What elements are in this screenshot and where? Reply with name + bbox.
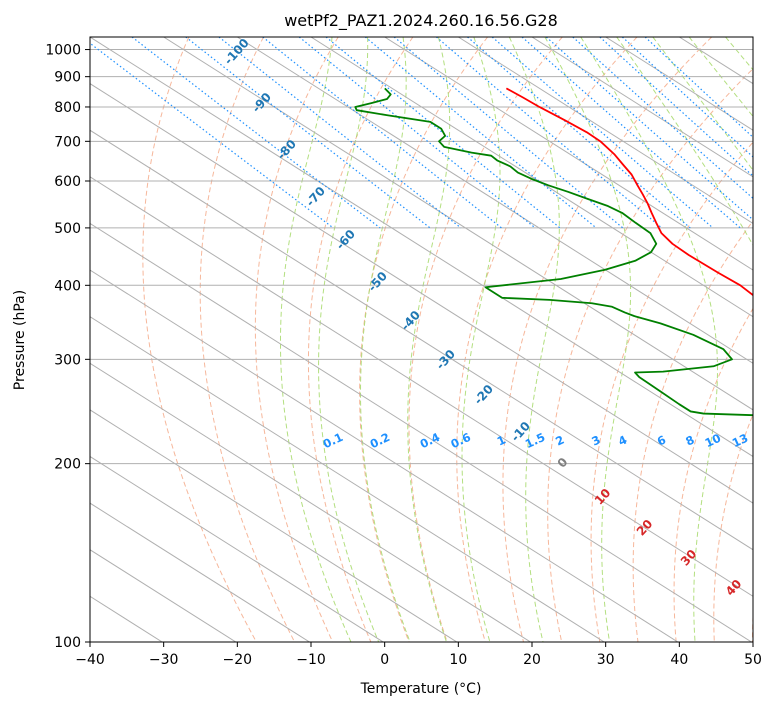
mixing-ratio-line (644, 37, 753, 139)
dry-adiabat-line (502, 37, 713, 642)
dry-adiabat-line (142, 37, 257, 642)
isotherm-line (90, 502, 310, 642)
mixing-ratio-line (491, 37, 714, 229)
isotherm-line (90, 455, 384, 642)
isotherm-line (531, 37, 753, 178)
isotherm-line (90, 129, 753, 551)
isotherm-line (90, 269, 679, 642)
isotherm-line (90, 316, 605, 642)
mixing-ratio-label: 10 (703, 431, 723, 450)
dry-adiabat-line (547, 68, 753, 642)
profiles (354, 87, 753, 417)
mixing-ratio-line (298, 37, 536, 229)
dry-adiabat-line (713, 413, 753, 642)
dry-adiabat-line (673, 307, 753, 642)
moist-adiabat-line (508, 37, 560, 642)
moist-adiabat-line (461, 37, 501, 642)
dry-adiabat-line (307, 37, 414, 642)
y-axis-title: Pressure (hPa) (12, 290, 28, 390)
mixing-ratio-lines (90, 37, 753, 229)
isotherms (90, 37, 753, 642)
axes: −40 −30 −20 −10 0 10 20 30 40 50 100 200 300 400 500 60… (45, 43, 762, 668)
chart-title: wetPf2_PAZ1.2024.260.16.56.G28 (284, 11, 558, 31)
dry-adiabat-line (408, 37, 563, 642)
y-tick-label: 600 (54, 174, 81, 190)
y-tick-label: 1000 (45, 43, 81, 59)
mixing-ratio-label: 16 (752, 431, 772, 450)
x-tick-label: −20 (223, 652, 253, 668)
x-tick-label: −10 (296, 652, 326, 668)
dry-adiabat-line (254, 37, 339, 642)
plot-frame (89, 36, 754, 643)
x-tick-label: 10 (449, 652, 467, 668)
isotherm-line (752, 37, 753, 38)
x-tick-label: 0 (380, 652, 389, 668)
moist-adiabat-line (580, 37, 718, 642)
y-tick-label: 100 (54, 635, 81, 651)
isotherm-line (90, 362, 531, 642)
y-tick-label: 900 (54, 70, 81, 86)
y-tick-label: 300 (54, 352, 81, 368)
mixing-ratio-label: 13 (730, 431, 750, 450)
x-tick-label: −40 (75, 652, 105, 668)
mixing-ratio-line (521, 37, 741, 229)
y-tick-label: 200 (54, 457, 81, 473)
isotherm-line (237, 37, 753, 364)
isotherm-line (458, 37, 753, 225)
isotherm-line (310, 37, 753, 318)
dry-adiabat-line (456, 37, 638, 642)
y-tick-label: 400 (54, 278, 81, 294)
mixing-ratio-line (218, 37, 462, 229)
dry-adiabat-line (590, 141, 753, 642)
x-tick-label: −30 (149, 652, 179, 668)
x-tick-label: 50 (744, 652, 762, 668)
dewpoint-profile-line (354, 87, 753, 417)
x-tick-label: 20 (523, 652, 541, 668)
dry-adiabat-line (751, 608, 753, 642)
isotherm-line (384, 37, 753, 271)
isotherm-line (90, 222, 752, 642)
mixing-ratio-line (621, 37, 753, 158)
x-tick-label: 30 (597, 652, 615, 668)
moist-adiabat-line (544, 37, 632, 642)
x-tick-label: 40 (670, 652, 688, 668)
dry-adiabat-line (359, 37, 489, 642)
plot-area: -100-90-80-70-60-50-40-30-20-100.1 0.2 0.4… (90, 37, 772, 642)
mixing-ratio-line (364, 37, 597, 229)
isotherm-line (90, 409, 458, 642)
isotherm-line (163, 37, 753, 411)
dry-adiabat-line (199, 37, 296, 642)
isotherm-line (90, 83, 753, 504)
mixing-ratio-line (467, 37, 691, 229)
isotherm-line (90, 37, 753, 458)
mixing-ratio-line (262, 37, 502, 229)
y-tick-label: 500 (54, 221, 81, 237)
x-axis-title: Temperature (°C) (360, 681, 482, 697)
mixing-ratio-line (436, 37, 663, 229)
mixing-ratio-line (393, 37, 624, 229)
mixing-ratio-line (131, 37, 381, 229)
mixing-ratio-line (90, 42, 334, 229)
dry-adiabats (142, 37, 753, 642)
isotherm-line (90, 176, 753, 597)
y-tick-label: 800 (54, 100, 81, 116)
temperature-profile-line (505, 87, 753, 297)
y-tick-label: 700 (54, 134, 81, 150)
